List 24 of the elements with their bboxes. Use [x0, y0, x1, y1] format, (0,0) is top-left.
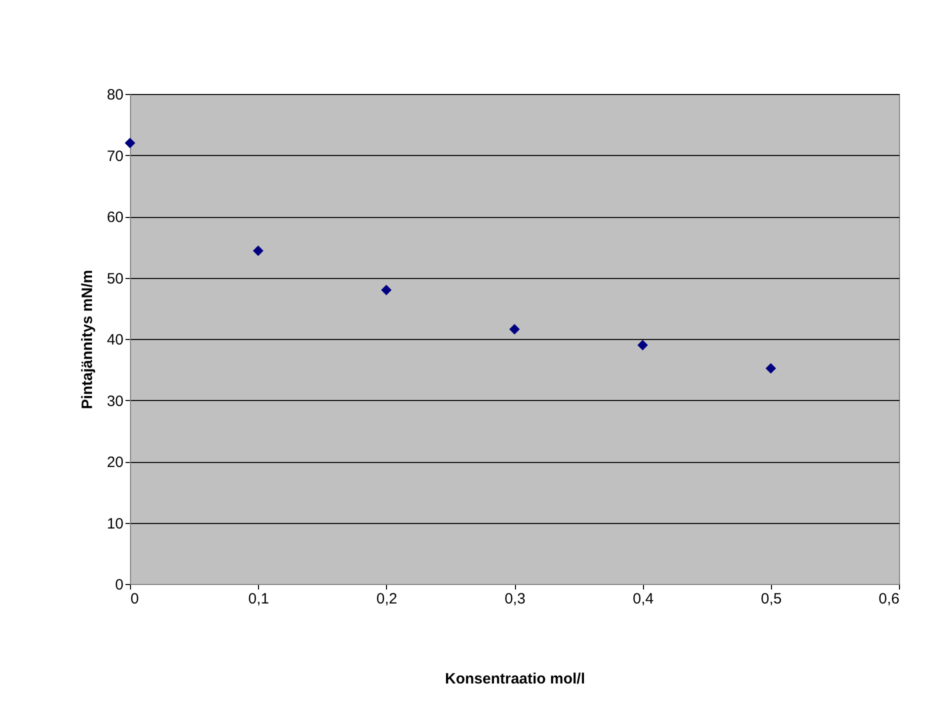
- x-tick-label: 0: [130, 590, 139, 608]
- x-tick-label: 0,4: [632, 590, 654, 608]
- x-axis-title: Konsentraatio mol/l: [444, 670, 586, 688]
- x-tick-label: 0,1: [248, 590, 270, 608]
- y-tick-label: 0: [115, 576, 124, 594]
- point: [637, 340, 648, 350]
- point: [509, 324, 520, 334]
- y-tick-label: 10: [106, 515, 124, 532]
- point: [124, 138, 136, 148]
- y-tick-label: 80: [106, 86, 124, 104]
- y-tick-label: 50: [106, 270, 124, 288]
- x-tick-label: 0,6: [878, 590, 900, 608]
- x-tick-label: 0,2: [376, 590, 398, 608]
- x-tick-label: 0,5: [760, 590, 782, 608]
- point: [766, 363, 776, 374]
- y-tick-label: 20: [106, 454, 124, 471]
- y-tick-label: 40: [106, 332, 124, 348]
- y-axis-title: Pintajännitys mN/m: [78, 270, 96, 410]
- point: [252, 246, 264, 256]
- y-tick-label: 30: [106, 392, 124, 410]
- y-tick-label: 60: [106, 209, 124, 226]
- point: [381, 284, 392, 296]
- x-tick-label: 0,3: [504, 590, 526, 608]
- y-tick-label: 70: [106, 148, 124, 165]
